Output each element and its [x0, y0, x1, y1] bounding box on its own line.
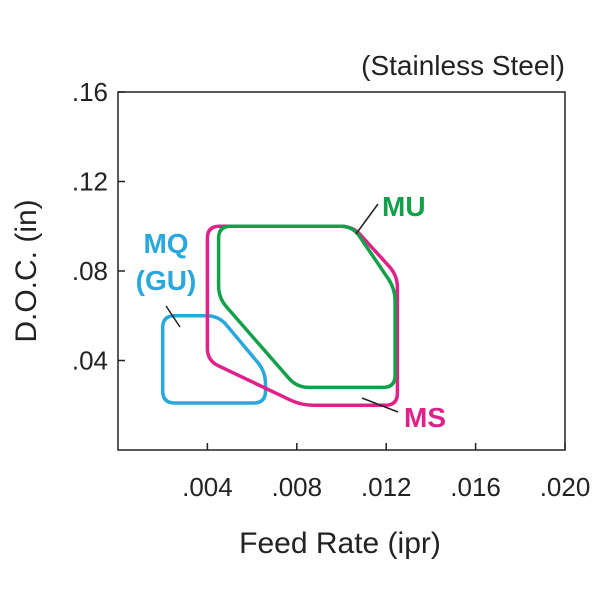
series-regions — [160, 224, 400, 408]
x-tick-label: .020 — [540, 472, 591, 502]
series-label-mq-gu: MQ (GU) — [136, 228, 197, 328]
series-label-mu-group: MU — [355, 191, 426, 235]
y-tick-label: .08 — [72, 256, 108, 286]
x-tick-label: .012 — [361, 472, 412, 502]
x-tick-label: .016 — [450, 472, 501, 502]
series-label-ms-group: MS — [361, 397, 446, 433]
x-tick-label: .004 — [182, 472, 233, 502]
region-mu — [216, 224, 397, 390]
series-label-ms: MS — [404, 402, 446, 433]
leader-line-mq — [165, 305, 181, 328]
leader-line-ms — [361, 397, 399, 413]
region-mq-gu — [160, 314, 268, 405]
y-tick-label: .04 — [72, 346, 108, 376]
series-label-mq-line2: (GU) — [136, 265, 197, 296]
y-axis: .04 .08 .12 .16 — [72, 77, 125, 376]
y-tick-label: .12 — [72, 167, 108, 197]
series-label-mq-line1: MQ — [143, 228, 188, 259]
x-tick-label: .008 — [271, 472, 322, 502]
y-axis-title: D.O.C. (in) — [10, 199, 43, 342]
y-tick-label: .16 — [72, 77, 108, 107]
leader-line-mu — [355, 203, 379, 235]
x-axis: .004 .008 .012 .016 .020 — [182, 443, 590, 502]
series-label-mu: MU — [382, 191, 426, 222]
chart-subtitle: (Stainless Steel) — [361, 50, 565, 81]
x-axis-title: Feed Rate (ipr) — [239, 527, 441, 560]
